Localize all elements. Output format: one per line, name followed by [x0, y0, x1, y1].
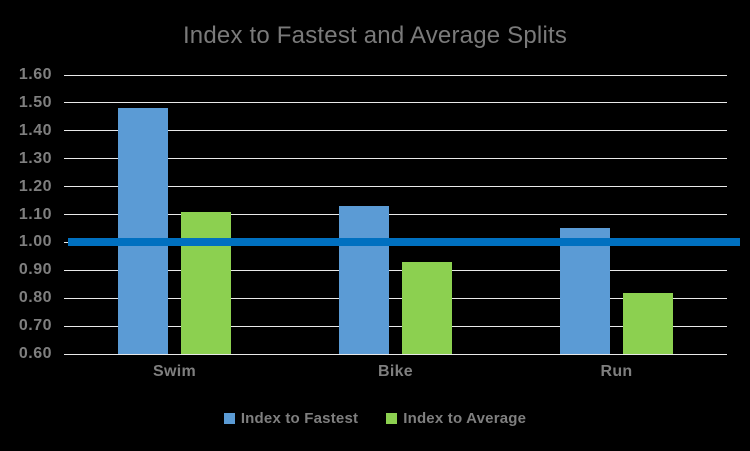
legend-swatch-icon: [223, 413, 235, 424]
y-axis-tick-label: 1.10: [18, 205, 52, 223]
bar-index-to-fastest-run: [560, 228, 610, 354]
chart-title: Index to Fastest and Average Splits: [182, 22, 568, 49]
y-axis-tick-label: 0.60: [18, 345, 52, 362]
y-axis-tick-label: 1.00: [18, 233, 52, 251]
x-category-label: Run: [600, 363, 633, 380]
y-axis-tick-label: 1.50: [18, 93, 52, 111]
gridline: [64, 214, 727, 215]
gridline: [64, 74, 727, 76]
legend-item-index-to-fastest: Index to Fastest: [223, 410, 359, 427]
gridline: [64, 297, 727, 299]
y-axis-tick-label: 0.80: [18, 289, 52, 307]
gridline: [64, 353, 727, 355]
gridline: [64, 269, 727, 271]
bar-index-to-average-bike: [402, 261, 452, 354]
reference-line: [68, 238, 740, 247]
y-axis-tick-label: 0.90: [18, 261, 52, 279]
gridline: [64, 130, 727, 132]
bar-index-to-fastest-bike: [339, 206, 389, 354]
bar-index-to-average-swim: [181, 211, 231, 354]
x-category-label: Swim: [153, 363, 196, 380]
legend: Index to Fastest Index to Average: [0, 410, 750, 427]
gridline: [64, 325, 727, 327]
y-axis-tick-label: 1.20: [18, 177, 52, 195]
y-axis-tick-label: 0.70: [18, 317, 52, 335]
bar-index-to-fastest-swim: [118, 108, 168, 354]
gridline: [64, 186, 727, 188]
y-axis-tick-label: 1.40: [18, 121, 52, 139]
x-category-label: Bike: [378, 363, 413, 380]
bar-index-to-average-run: [623, 292, 673, 354]
y-axis-tick-label: 1.30: [18, 149, 52, 167]
legend-label: Index to Average: [403, 410, 527, 427]
gridline: [64, 158, 727, 160]
y-axis-tick-label: 1.60: [18, 66, 52, 83]
legend-swatch-icon: [386, 413, 398, 424]
legend-item-index-to-average: Index to Average: [386, 410, 526, 427]
legend-label: Index to Fastest: [240, 410, 359, 427]
gridline: [64, 102, 727, 104]
